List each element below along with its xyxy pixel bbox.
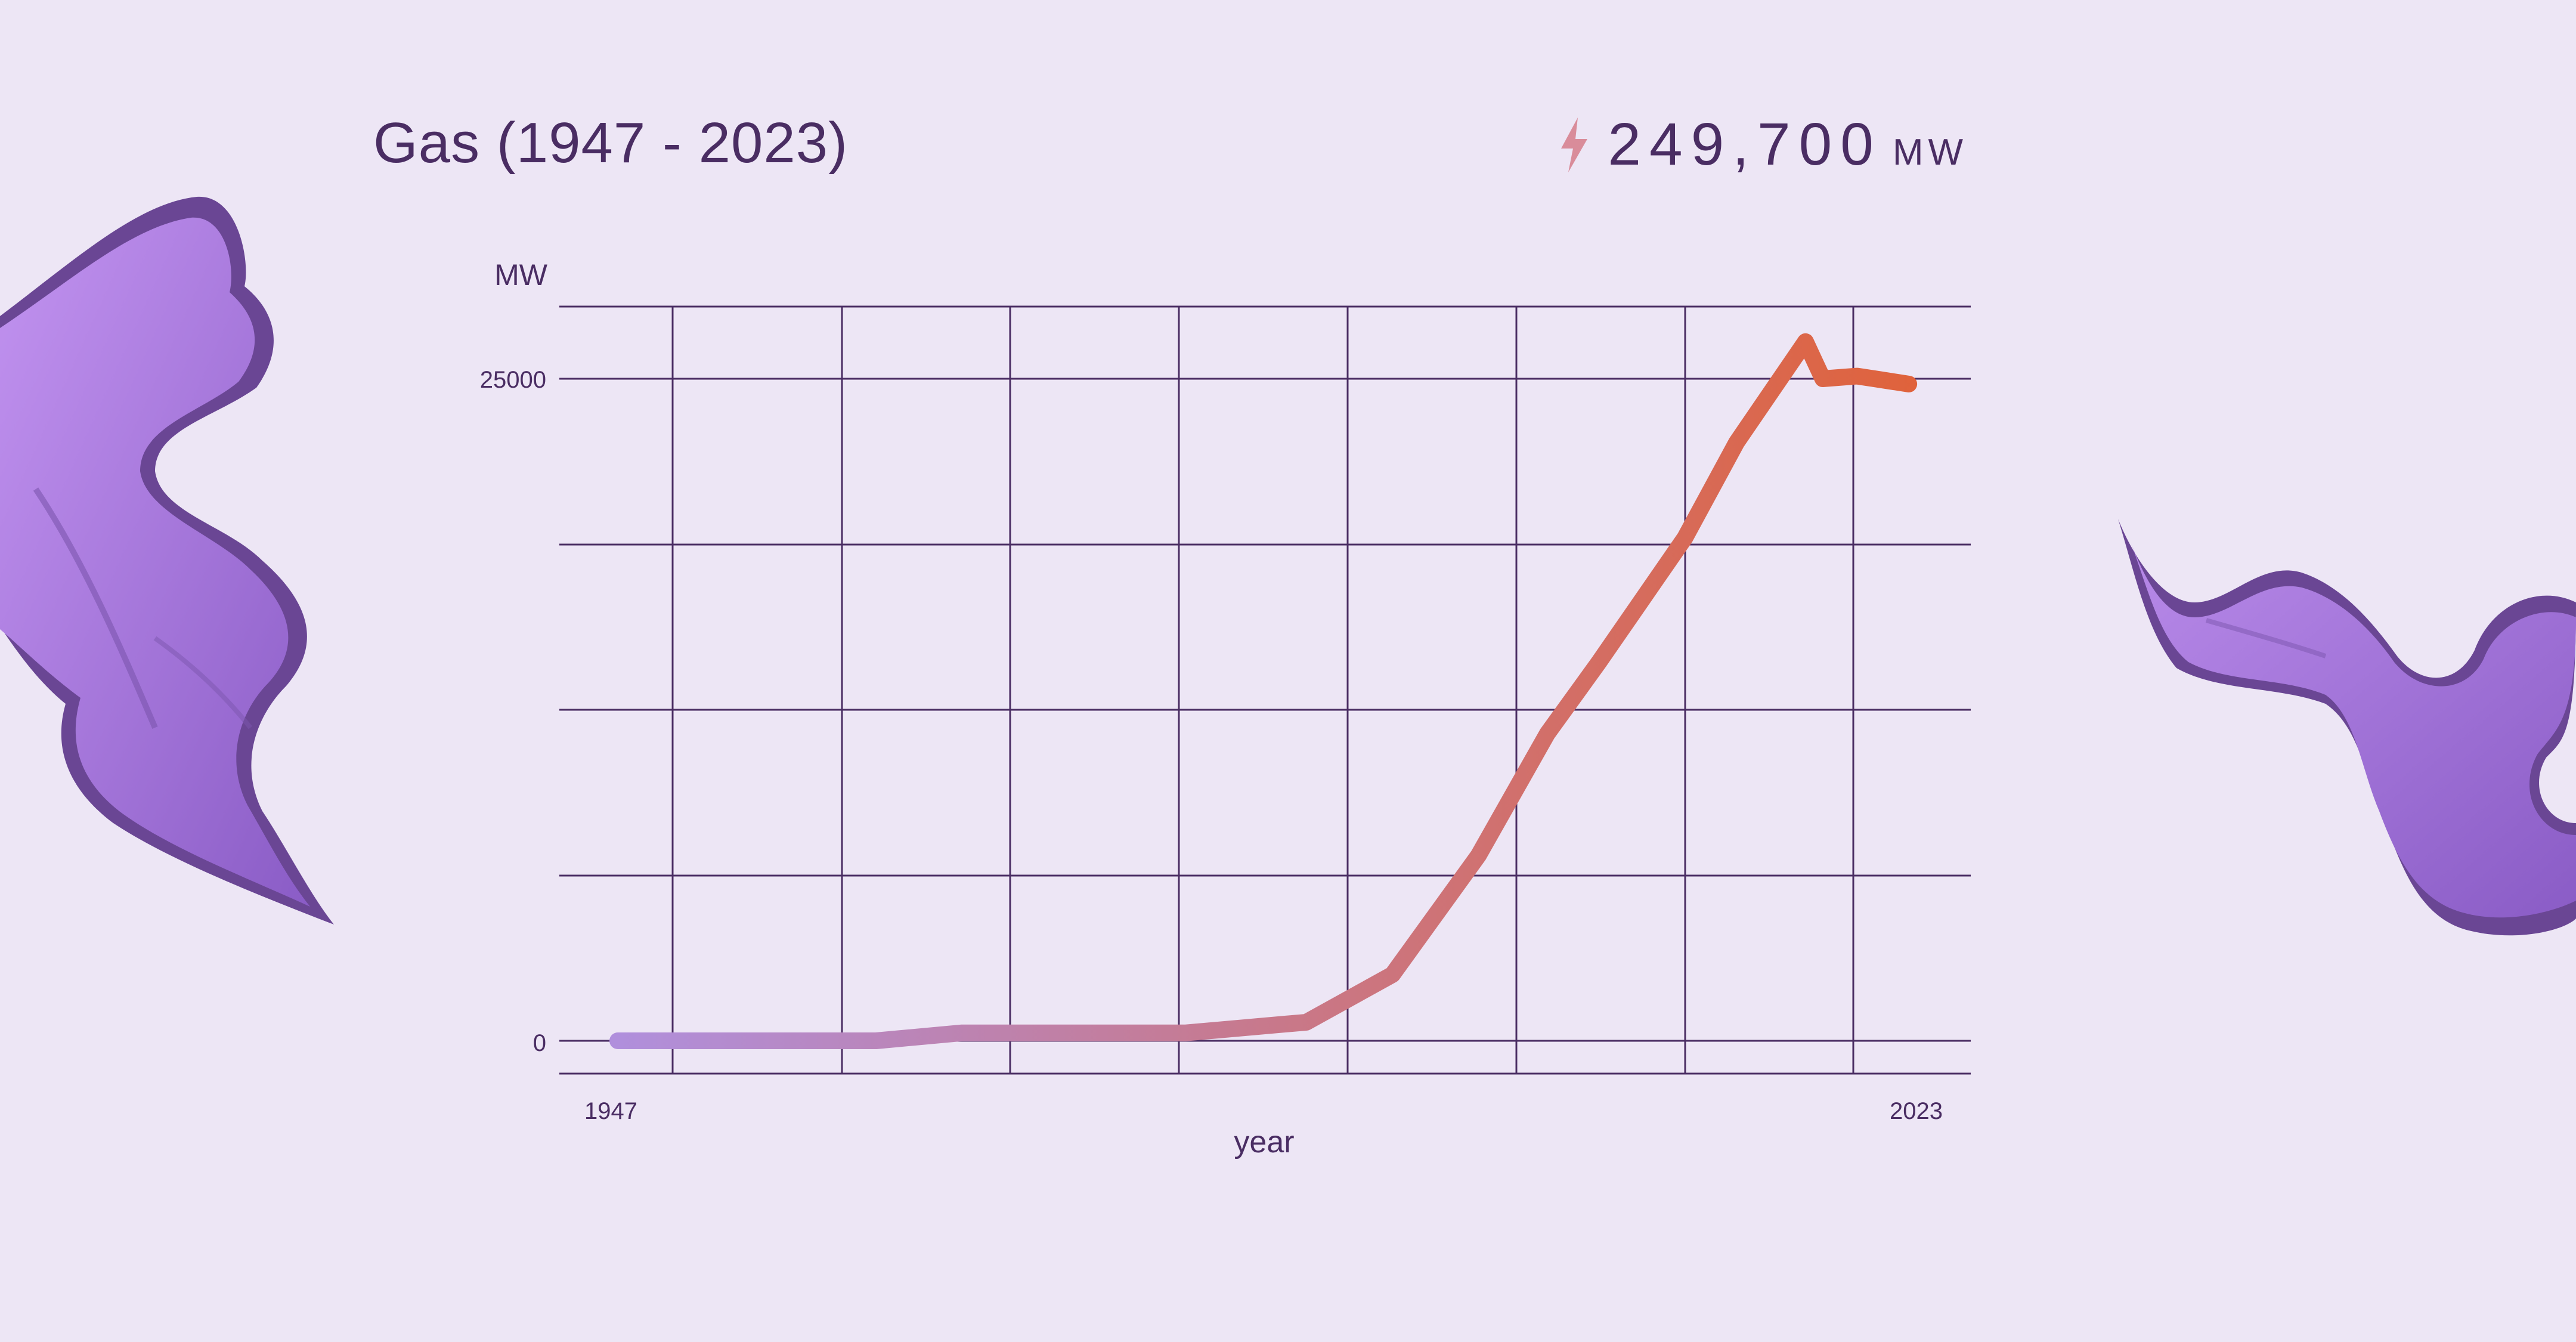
y-tick-label-0: 0 xyxy=(533,1030,546,1056)
series-line xyxy=(609,333,1918,1049)
chart-axis-labels: MW 25000 0 1947 2023 year xyxy=(480,258,1943,1159)
chart-title: Gas (1947 - 2023) xyxy=(373,111,849,175)
x-tick-label-2023: 2023 xyxy=(1890,1098,1943,1124)
lightning-bolt-icon xyxy=(1561,117,1588,172)
y-axis-label: MW xyxy=(494,258,548,292)
right-leaf-decoration xyxy=(2118,519,2576,936)
total-capacity: 249,700 MW xyxy=(1558,110,1968,179)
x-tick-label-1947: 1947 xyxy=(584,1098,637,1124)
left-leaf-decoration xyxy=(0,196,334,925)
total-capacity-unit: MW xyxy=(1892,132,1968,173)
x-axis-label: year xyxy=(1234,1125,1294,1159)
y-tick-label-25000: 25000 xyxy=(480,367,546,393)
total-capacity-value: 249,700 xyxy=(1608,111,1882,178)
